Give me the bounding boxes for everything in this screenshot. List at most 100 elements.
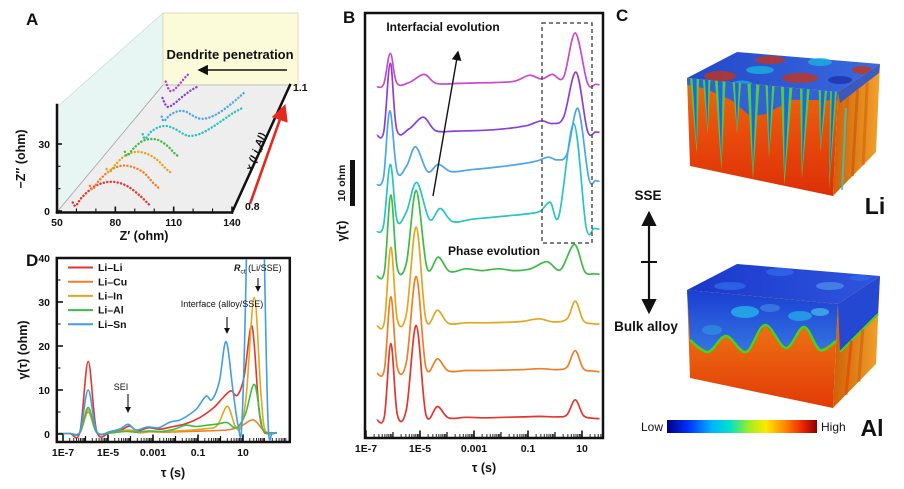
al-cube-right-stripe — [844, 340, 853, 395]
panel-b-annotation-mid: Phase evolution — [448, 244, 540, 258]
li-dendrite-core — [829, 91, 835, 183]
tick-label: 1E-7 — [355, 443, 377, 455]
al-cube-right-blue-part — [838, 276, 880, 352]
tick-label: 30 — [38, 297, 50, 309]
panel-b-scale-bar — [350, 160, 355, 206]
panel-b-annotation-top: Interfacial evolution — [386, 20, 499, 34]
al-cube-top-face — [687, 264, 880, 304]
panel-a-z-label: x (LixAl) — [243, 131, 270, 174]
tick-label: 140 — [223, 217, 241, 229]
tick-label: 40 — [38, 253, 50, 265]
panel-a-floor-edge — [56, 84, 164, 213]
panel-d-curves — [58, 259, 277, 441]
tick-label: 0 — [44, 206, 50, 218]
al-cube-front-texture — [788, 311, 812, 321]
panel-d-ann-rct: Rct (Li/SSE) — [234, 263, 282, 276]
panel-a-curve-1 — [88, 164, 161, 191]
li-dendrite-core — [704, 79, 709, 130]
li-cube-top-texture — [852, 66, 872, 74]
tick-label: 10 — [38, 385, 50, 397]
panel-d-label: D — [26, 251, 38, 270]
legend-label-Li–Sn: Li–Sn — [98, 319, 127, 331]
tick-label: 10 — [237, 447, 249, 459]
panel-a-label: A — [26, 10, 38, 29]
panel-b-curve-2 — [375, 226, 600, 330]
tick-label: 0.1 — [191, 447, 206, 459]
li-cube-right-stripe — [861, 81, 869, 166]
panel-a-curve-0 — [71, 180, 153, 208]
tick-label: 110 — [165, 217, 182, 229]
al-cube-right-stripe — [857, 329, 865, 382]
panel-d-ann-interface: Interface (alloy/SSE) — [181, 299, 264, 309]
panel-d-ann-sei: SEI — [114, 382, 129, 392]
color-scale-high: High — [821, 420, 846, 434]
tick-label: 1E-5 — [409, 443, 431, 455]
li-cube-top-texture — [755, 56, 785, 64]
panel-d-curve-Li–Al — [58, 383, 277, 436]
al-cube-top-texture — [850, 275, 870, 281]
panel-a-annotation: Dendrite penetration — [166, 47, 293, 62]
tick-label: 1E-7 — [52, 447, 74, 459]
panel-c-label: C — [616, 6, 628, 25]
color-scale-low: Low — [641, 420, 663, 434]
tick-label: 80 — [109, 217, 121, 229]
li-dendrite-core — [768, 85, 773, 153]
panel-b-curve-4 — [376, 123, 600, 236]
panel-b-y-title: γ(τ) — [335, 221, 349, 242]
panel-a-z-min: 0.8 — [245, 201, 260, 213]
tick-label: 50 — [51, 217, 63, 229]
panel-b-label: B — [343, 8, 355, 27]
panel-b: B 1E-7 1E-5 0.001 0.1 10 Interfacial evoluti… — [335, 8, 605, 475]
panel-a-curve-6 — [161, 85, 199, 109]
al-cube-top-texture — [714, 282, 746, 290]
panel-a: A 50 80 110 140 0 30 Dendrite penetration x (… — [14, 10, 308, 243]
li-dendrite-core — [820, 90, 825, 148]
legend-label-Li–Li: Li–Li — [98, 262, 123, 274]
panel-a-y-title: −Z″ (ohm) — [14, 129, 28, 188]
panel-a-curve-5 — [160, 91, 245, 123]
panel-a-x-title: Z′ (ohm) — [120, 229, 169, 243]
panel-d-legend: Li–Li Li–Cu Li–In Li–Al Li–Sn — [68, 262, 127, 331]
al-cube-interface-line — [689, 323, 837, 354]
panel-a-curve-2 — [105, 150, 173, 174]
panel-b-curve-3 — [375, 189, 600, 280]
tick-label: 30 — [38, 139, 50, 151]
li-cube-right-cyan-streak — [840, 107, 848, 191]
li-cube-front-face — [687, 78, 838, 196]
li-dendrite-core — [750, 83, 757, 172]
li-dendrite-core — [734, 82, 739, 130]
li-dendrite-streak — [690, 78, 700, 155]
tick-label: 0.1 — [521, 443, 536, 455]
panel-d-x-title: τ (s) — [161, 466, 185, 480]
tick-label: 1E-5 — [97, 447, 119, 459]
panel-d-curve-Li–Li — [58, 325, 277, 439]
panel-d: D 1E-7 1E-5 0.001 0.1 10 0 10 20 30 40 Li–Li Li–Cu… — [16, 251, 292, 480]
panel-b-x-title: τ (s) — [472, 461, 496, 475]
panel-c-sse-label: SSE — [634, 188, 661, 203]
panel-b-dashed-box — [541, 22, 593, 244]
li-cube-top-texture — [746, 66, 774, 74]
interfacial-evolution-arrow — [432, 50, 462, 197]
panel-d-y-title: γ(τ) (ohm) — [16, 320, 30, 379]
al-cube-right-interface-line — [839, 313, 879, 353]
panel-c-volume-renders — [687, 52, 880, 408]
al-cube-front-texture — [811, 308, 829, 316]
panel-a-curve-3 — [123, 137, 180, 158]
tick-label: 20 — [38, 341, 50, 353]
panel-b-curve-5 — [376, 107, 600, 187]
li-dendrite-core — [802, 88, 807, 173]
li-cube-top-texture — [808, 58, 832, 66]
color-scale-bar — [667, 420, 817, 433]
panel-b-frame — [363, 11, 605, 440]
li-dendrite-core — [692, 78, 697, 149]
al-cube-front-texture — [702, 325, 722, 335]
panel-b-curve-0 — [375, 324, 600, 424]
tick-label: 0 — [44, 429, 50, 441]
panel-c-bulk-label: Bulk alloy — [614, 319, 678, 334]
panel-b-ticks: 1E-7 1E-5 0.001 0.1 10 — [355, 430, 602, 455]
tick-label: 10 — [576, 443, 588, 455]
panel-a-z-max: 1.1 — [293, 82, 308, 94]
panel-a-composition-arrow — [248, 104, 288, 205]
